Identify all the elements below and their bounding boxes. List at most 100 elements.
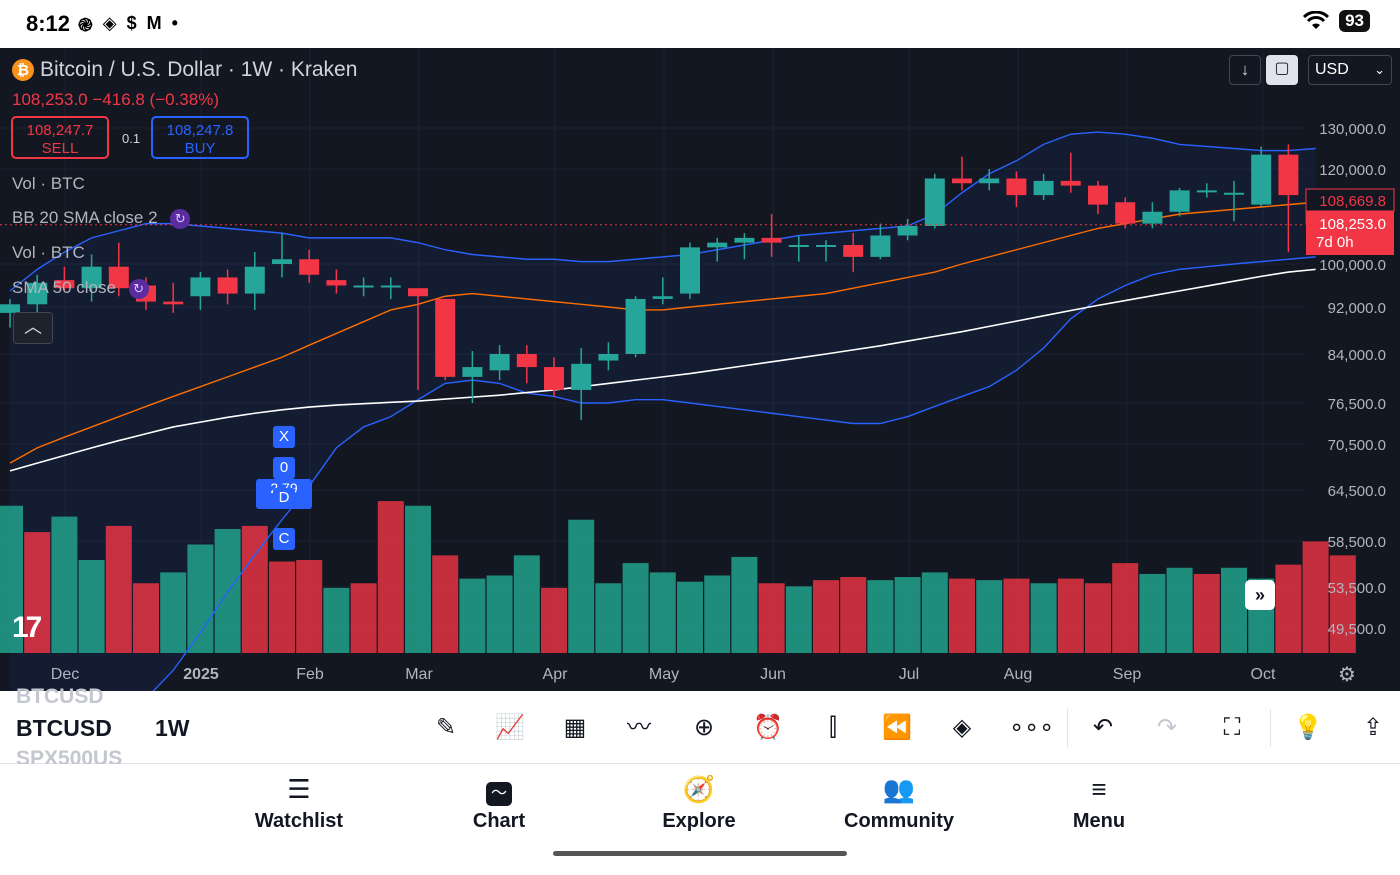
candle-body: [244, 266, 265, 294]
symbol-prev[interactable]: BTCUSD: [16, 685, 104, 708]
dollar-icon: $: [126, 13, 137, 33]
candle-body: [598, 354, 619, 361]
indicator-volume-legend[interactable]: Vol · BTC: [12, 174, 85, 194]
ideas-icon[interactable]: 💡: [1293, 714, 1323, 741]
nav-label: Chart: [472, 810, 526, 832]
chart-settings-icon[interactable]: ⚙: [1338, 664, 1356, 686]
symbol-title[interactable]: Bitcoin / U.S. Dollar · 1W · Kraken: [40, 58, 358, 81]
nav-watchlist[interactable]: ☰ Watchlist: [219, 772, 379, 833]
volume-bar: [949, 578, 975, 653]
volume-bar: [595, 583, 622, 653]
indicator-sma-legend[interactable]: SMA 50 close ↻: [12, 278, 149, 299]
compare-icon[interactable]: 〰: [627, 714, 651, 741]
buy-label: BUY: [184, 140, 216, 157]
nav-label: Explore: [662, 810, 736, 832]
currency-value: USD: [1315, 61, 1349, 78]
x-tick-label: Feb: [296, 666, 324, 683]
layers-icon[interactable]: ◈: [952, 714, 972, 741]
chart-toolbar: BTCUSD BTCUSD SPX500US 1W ✎ 📈 ▦ 〰 ⊕ ⏰ ⫿ …: [0, 685, 1400, 770]
undo-icon[interactable]: ↶: [1092, 714, 1114, 741]
y-tick-label: 100,000.0: [1319, 257, 1386, 274]
home-indicator[interactable]: [553, 851, 847, 856]
loading-icon: ↻: [128, 278, 149, 299]
chart-header: ₿ Bitcoin / U.S. Dollar · 1W · Kraken: [12, 58, 357, 82]
candle-body: [163, 301, 184, 305]
candle-body: [1224, 192, 1244, 195]
volume-bar: [1139, 573, 1166, 653]
bb-lower-line: [152, 256, 1316, 691]
candle-body: [108, 266, 129, 289]
share-icon[interactable]: ⇪: [1362, 714, 1384, 741]
bitcoin-icon: ₿: [12, 59, 34, 81]
chart-canvas[interactable]: 130,000.0 120,000.0 100,000.0 92,000.0 84,00…: [0, 48, 1400, 691]
candle-body: [924, 178, 945, 226]
candle-body: [734, 237, 755, 243]
volume-bar: [677, 581, 703, 653]
nav-chart[interactable]: 〜 Chart: [419, 772, 579, 833]
candle-body: [870, 235, 891, 257]
sell-price: 108,247.7: [26, 122, 94, 139]
drawing-tag-c[interactable]: C: [273, 528, 295, 550]
candle-body: [897, 226, 918, 236]
volume-bar: [405, 505, 431, 653]
timeframe-selector[interactable]: 1W: [155, 715, 190, 741]
candle-body: [1142, 211, 1163, 224]
symbol-selector[interactable]: BTCUSD: [16, 715, 112, 741]
volume-bar: [432, 555, 459, 653]
indicator-volume2-legend[interactable]: Vol · BTC: [12, 243, 85, 263]
indicators-icon[interactable]: 📈: [495, 714, 525, 741]
volume-bar: [758, 583, 785, 653]
candle-body: [1088, 185, 1108, 205]
volume-bar: [323, 587, 350, 653]
nav-menu[interactable]: ≡ Menu: [1019, 772, 1179, 833]
volume-bar: [24, 532, 51, 653]
wifi-icon: [1303, 11, 1330, 29]
fullscreen-icon[interactable]: ⛶: [1223, 714, 1241, 741]
volume-bar: [160, 572, 187, 653]
alert-icon[interactable]: ⏰: [753, 714, 783, 741]
candle-body: [299, 259, 320, 275]
openai-icon: ֎: [78, 15, 93, 35]
scroll-to-latest-button[interactable]: »: [1245, 580, 1275, 610]
indicator-label: BB 20 SMA close 2: [12, 208, 158, 227]
nav-community[interactable]: 👥 Community: [819, 772, 979, 833]
download-button[interactable]: ↓: [1229, 55, 1261, 85]
candle-body: [1060, 180, 1081, 186]
sell-button[interactable]: 108,247.7 SELL: [11, 116, 109, 159]
nav-explore[interactable]: 🧭 Explore: [619, 772, 779, 833]
candle-body: [625, 298, 646, 354]
indicator-bb-legend[interactable]: BB 20 SMA close 2 ↻: [12, 208, 191, 229]
volume-bar: [0, 505, 23, 653]
volume-bar: [459, 578, 486, 653]
nav-label: Menu: [1072, 810, 1126, 832]
redo-icon[interactable]: ↷: [1156, 714, 1178, 741]
candle-body: [489, 354, 510, 371]
volume-bar: [1221, 567, 1247, 653]
y-tick-label: 49,500.0: [1328, 621, 1386, 638]
expand-button[interactable]: ▢: [1266, 55, 1298, 85]
collapse-legend-button[interactable]: ︿: [13, 312, 53, 344]
indicator-label: SMA 50 close: [12, 278, 116, 297]
candle-body: [54, 280, 75, 289]
volume-bar: [377, 501, 404, 653]
volume-bar: [133, 583, 159, 653]
templates-icon[interactable]: ▦: [563, 714, 587, 741]
chart-panel[interactable]: 130,000.0 120,000.0 100,000.0 92,000.0 84,00…: [0, 48, 1400, 691]
drawing-tag-0[interactable]: 0: [273, 457, 295, 479]
volume-bar: [105, 525, 132, 653]
more-icon[interactable]: ∘∘∘: [1009, 714, 1055, 741]
nav-label: Watchlist: [254, 810, 344, 832]
currency-select[interactable]: USD ⌄: [1308, 55, 1392, 85]
replay-icon[interactable]: ⏪: [882, 714, 912, 741]
sma50-line: [9, 268, 1316, 472]
x-tick-label: Jul: [899, 666, 919, 683]
chart-type-icon[interactable]: ⫿: [829, 714, 837, 741]
y-tick-label: 120,000.0: [1319, 162, 1386, 179]
pencil-icon[interactable]: ✎: [435, 714, 457, 741]
candle-body: [843, 245, 864, 257]
add-icon[interactable]: ⊕: [693, 714, 715, 741]
volume-bar: [541, 587, 567, 653]
buy-button[interactable]: 108,247.8 BUY: [151, 116, 249, 159]
drawing-tag-x[interactable]: X: [273, 426, 295, 448]
drawing-tag-d[interactable]: D: [273, 488, 295, 508]
